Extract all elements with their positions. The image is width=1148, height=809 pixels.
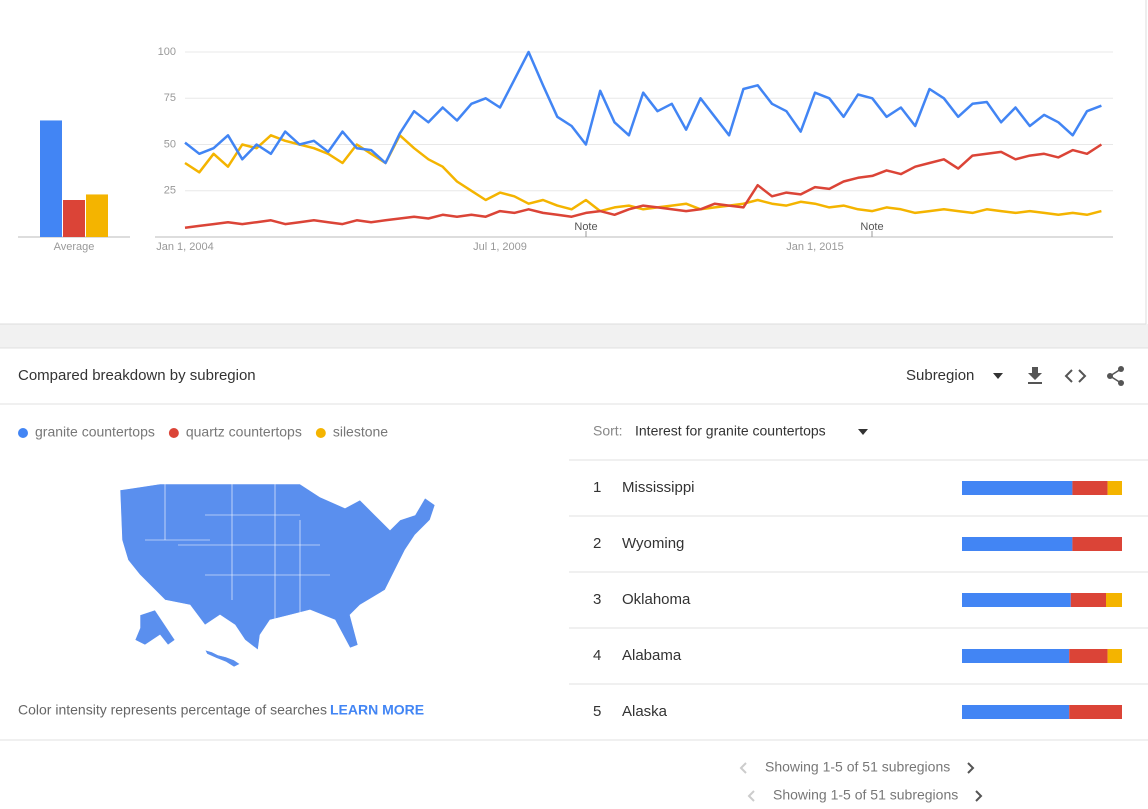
dropdown-arrow[interactable] [858,429,868,435]
legend-dot [18,428,28,438]
hawaii [204,649,241,668]
legend-label: quartz countertops [186,424,302,440]
sort-label: Sort: [593,423,623,439]
download-icon[interactable] [1028,367,1042,384]
share-icon[interactable] [1107,366,1124,386]
series-line [184,134,1102,217]
embed-icon[interactable] [1064,369,1087,383]
rank: 4 [593,647,601,664]
share-bar [962,481,1073,495]
learn-more-link[interactable]: LEARN MORE [330,702,424,718]
section-title: Compared breakdown by subregion [18,367,256,384]
alaska [134,609,176,646]
lower-48 [119,483,436,651]
rank: 2 [593,535,601,552]
note-label[interactable]: Note [860,221,883,233]
rank: 5 [593,703,601,720]
average-bar [40,120,62,237]
share-bar [1072,537,1122,551]
x-tick-label: Jan 1, 2004 [156,241,214,253]
legend-label: silestone [333,424,388,440]
rank: 3 [593,591,601,608]
region-name[interactable]: Mississippi [622,479,695,496]
region-name[interactable]: Alaska [622,703,668,720]
prev-page[interactable] [739,762,747,774]
share-line [1108,368,1122,384]
region-name[interactable]: Wyoming [622,535,684,552]
region-name[interactable]: Oklahoma [622,591,691,608]
download-arrow [1028,367,1042,380]
share-bar [1072,481,1108,495]
y-tick-label: 25 [164,185,176,197]
dropdown-arrow[interactable] [993,373,1003,379]
state-lines [145,484,330,620]
share-bar [962,593,1071,607]
download-base [1028,382,1042,384]
pagination-text: Showing 1-5 of 51 subregions [765,759,950,775]
average-label: Average [54,241,95,253]
pagination-text: Showing 1-5 of 51 subregions [773,787,958,803]
sort-dropdown[interactable]: Interest for granite countertops [635,423,826,439]
legend-label: granite countertops [35,424,155,440]
resolution-dropdown[interactable]: Subregion [906,367,974,384]
legend-dot [168,428,179,438]
series-line [184,50,1102,165]
us-map [119,483,436,668]
share-bar [1106,593,1122,607]
region-name[interactable]: Alabama [622,647,682,664]
share-bar [962,537,1073,551]
series-line [184,143,1103,230]
share-bar [1069,705,1122,719]
x-tick-label: Jul 1, 2009 [473,241,527,253]
x-tick-label: Jan 1, 2015 [786,241,844,253]
y-tick-label: 50 [164,138,176,150]
y-tick-label: 100 [158,46,176,58]
next-page[interactable] [967,762,975,774]
share-bar [1107,481,1122,495]
map-caption: Color intensity represents percentage of… [18,702,327,718]
share-bar [962,649,1070,663]
share-bar [1069,649,1108,663]
average-bar [63,200,85,237]
note-label[interactable]: Note [574,221,597,233]
y-tick-label: 75 [164,92,176,104]
next-page[interactable] [975,790,983,802]
average-bar [86,194,108,237]
share-bar [1070,593,1106,607]
prev-page[interactable] [747,790,755,802]
rank: 1 [593,479,601,496]
card-gap [0,324,1148,348]
share-bar [1107,649,1122,663]
legend-dot [315,428,326,438]
share-bar [962,705,1070,719]
